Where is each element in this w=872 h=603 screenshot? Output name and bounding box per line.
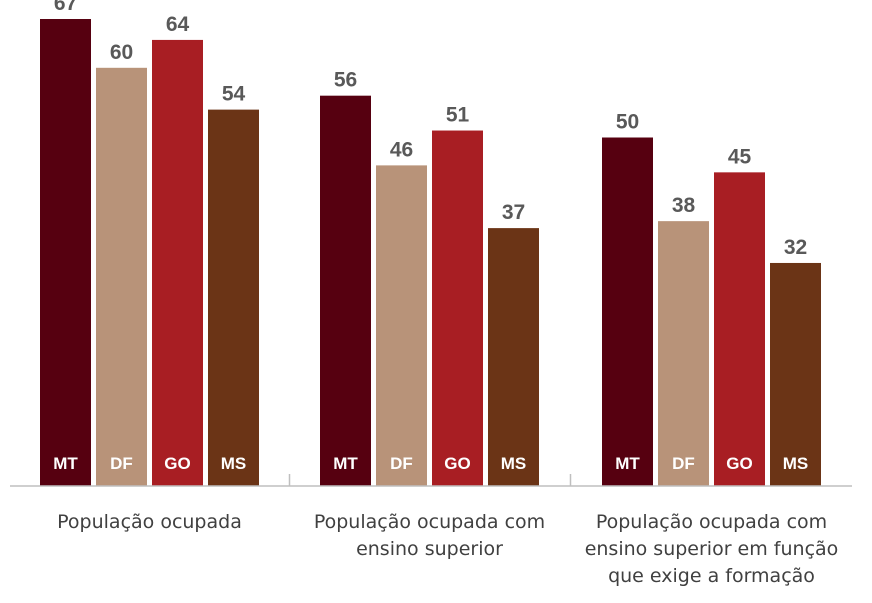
- category-labels: População ocupada População ocupada com en…: [57, 511, 838, 587]
- bar-df-2: [376, 165, 427, 486]
- data-label-mt-2: 56: [334, 69, 357, 92]
- bars-layer: 67 MT 60 DF 64 GO 54 MS 56 MT 46 DF 51 GO 37 MS 50 MT 38 DF…: [40, 0, 821, 487]
- data-label-df-3: 38: [672, 194, 696, 217]
- data-label-ms-2: 37: [502, 201, 525, 224]
- series-label-mt-1: MT: [53, 454, 78, 473]
- data-label-ms-3: 32: [784, 236, 807, 259]
- category-label-line: População ocupada com: [314, 511, 545, 533]
- bar-mt-2: [320, 95, 371, 487]
- data-label-go-1: 64: [166, 13, 190, 36]
- series-label-go-2: GO: [444, 454, 470, 473]
- category-label-line: que exige a formação: [608, 565, 815, 587]
- category-label-3: População ocupada com ensino superior em …: [585, 511, 839, 587]
- category-label-line: ensino superior: [356, 538, 503, 560]
- bar-df-1: [96, 67, 147, 487]
- category-label-line: População ocupada com: [596, 511, 827, 533]
- series-label-df-2: DF: [390, 454, 413, 473]
- series-label-go-1: GO: [164, 454, 190, 473]
- category-label-line: ensino superior em função: [585, 538, 839, 560]
- category-label-1: População ocupada: [57, 511, 242, 533]
- series-label-ms-3: MS: [783, 454, 809, 473]
- bar-ms-2: [488, 228, 539, 487]
- data-label-df-2: 46: [390, 138, 413, 161]
- bar-ms-1: [208, 109, 259, 487]
- bar-ms-3: [770, 262, 821, 486]
- data-label-go-3: 45: [728, 145, 752, 168]
- data-label-mt-1: 67: [54, 0, 77, 15]
- axis-ticks: [288, 474, 572, 486]
- bar-df-3: [658, 221, 709, 486]
- series-label-mt-2: MT: [333, 454, 358, 473]
- bar-go-1: [152, 39, 203, 487]
- bar-go-3: [714, 172, 765, 486]
- series-label-go-3: GO: [726, 454, 752, 473]
- category-label-line: População ocupada: [57, 511, 242, 533]
- series-label-ms-2: MS: [501, 454, 527, 473]
- bar-mt-3: [602, 137, 653, 486]
- series-label-mt-3: MT: [615, 454, 640, 473]
- data-label-go-2: 51: [446, 104, 470, 127]
- data-label-df-1: 60: [110, 41, 133, 64]
- series-label-df-3: DF: [672, 454, 695, 473]
- category-label-2: População ocupada com ensino superior: [314, 511, 545, 560]
- bar-mt-1: [40, 19, 91, 486]
- series-label-ms-1: MS: [221, 454, 247, 473]
- series-label-df-1: DF: [110, 454, 133, 473]
- data-label-mt-3: 50: [616, 111, 639, 134]
- bar-go-2: [432, 130, 483, 486]
- data-label-ms-1: 54: [222, 83, 246, 106]
